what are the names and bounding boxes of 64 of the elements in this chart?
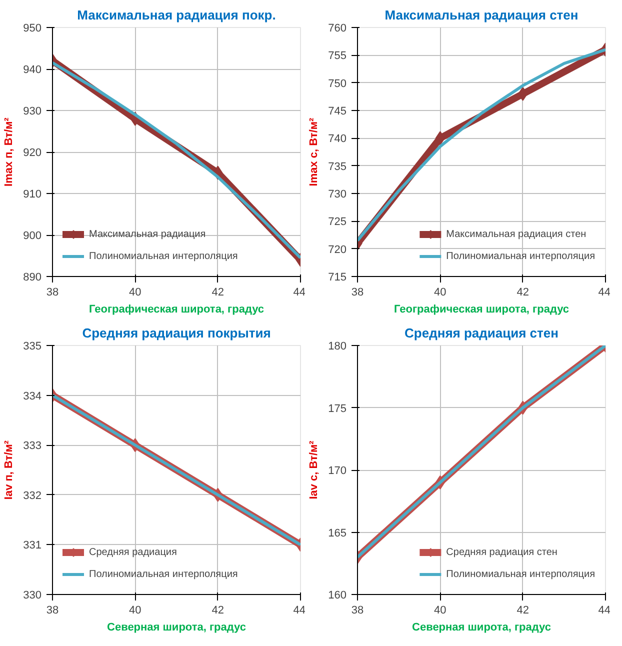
y-tick-label: 735	[328, 160, 347, 173]
y-tick-label: 740	[328, 133, 347, 146]
y-tick-label: 330	[23, 590, 42, 602]
y-tick-label: 165	[328, 527, 347, 540]
x-tick-label: 40	[434, 604, 446, 616]
x-tick-label: 44	[293, 604, 306, 616]
y-tick-label: 910	[23, 188, 42, 200]
chart-title: Максимальная радиация стен	[384, 8, 578, 22]
legend-label: Полиномиальная интерполяция	[89, 250, 238, 262]
y-tick-label: 331	[23, 540, 42, 552]
x-tick-label: 42	[212, 604, 224, 616]
x-tick-label: 40	[129, 604, 142, 616]
y-tick-label: 715	[328, 272, 347, 284]
chart-title: Средняя радиация стен	[404, 326, 558, 340]
y-tick-label: 175	[328, 402, 347, 415]
y-tick-label: 720	[328, 244, 347, 256]
x-tick-label: 44	[598, 286, 611, 298]
x-tick-label: 38	[351, 604, 364, 616]
y-tick-label: 334	[23, 390, 42, 402]
x-tick-label: 38	[46, 286, 59, 298]
y-axis-title: Imax п, Вт/м²	[3, 117, 16, 186]
legend-label: Средняя радиация стен	[446, 546, 558, 558]
x-tick-label: 40	[129, 286, 142, 298]
y-tick-label: 160	[328, 590, 347, 602]
y-tick-label: 920	[23, 147, 42, 159]
y-tick-label: 180	[328, 340, 347, 352]
legend-label: Полиномиальная интерполяция	[446, 568, 595, 580]
y-tick-label: 745	[328, 106, 347, 118]
y-tick-label: 930	[23, 106, 42, 118]
x-axis-title: Географическая широта, градус	[394, 304, 570, 316]
x-tick-label: 42	[516, 604, 529, 616]
x-axis-title: Северная широта, градус	[107, 622, 246, 634]
x-tick-label: 42	[212, 286, 224, 298]
x-tick-label: 40	[434, 286, 446, 298]
y-tick-label: 335	[23, 340, 42, 352]
chart-title: Средняя радиация покрытия	[82, 326, 271, 340]
y-axis-title: Iav п, Вт/м²	[3, 440, 16, 500]
y-tick-label: 730	[328, 188, 347, 200]
y-tick-label: 170	[328, 465, 347, 477]
legend-label: Средняя радиация	[89, 546, 177, 558]
x-axis-title: Северная широта, градус	[412, 622, 551, 634]
legend-label: Максимальная радиация стен	[446, 228, 586, 240]
y-tick-label: 890	[23, 272, 42, 284]
y-tick-label: 900	[23, 230, 42, 242]
x-tick-label: 38	[351, 286, 364, 298]
y-tick-label: 333	[23, 440, 42, 452]
y-tick-label: 940	[23, 64, 42, 76]
x-tick-label: 44	[598, 604, 611, 616]
x-tick-label: 38	[46, 604, 59, 616]
x-tick-label: 44	[293, 286, 306, 298]
y-tick-label: 950	[23, 22, 42, 34]
chart-title: Максимальная радиация покр.	[77, 8, 276, 22]
x-tick-label: 42	[516, 286, 529, 298]
y-tick-label: 750	[328, 78, 347, 90]
legend-label: Максимальная радиация	[89, 228, 206, 240]
y-axis-title: Iav с, Вт/м²	[308, 440, 320, 500]
y-tick-label: 725	[328, 216, 347, 228]
y-tick-label: 760	[328, 22, 347, 34]
x-axis-title: Географическая широта, градус	[88, 304, 264, 316]
y-tick-label: 332	[23, 490, 42, 502]
legend-label: Полиномиальная интерполяция	[89, 568, 238, 580]
y-tick-label: 755	[328, 50, 347, 62]
y-axis-title: Imax с, Вт/м²	[308, 117, 320, 186]
legend-label: Полиномиальная интерполяция	[446, 250, 595, 262]
